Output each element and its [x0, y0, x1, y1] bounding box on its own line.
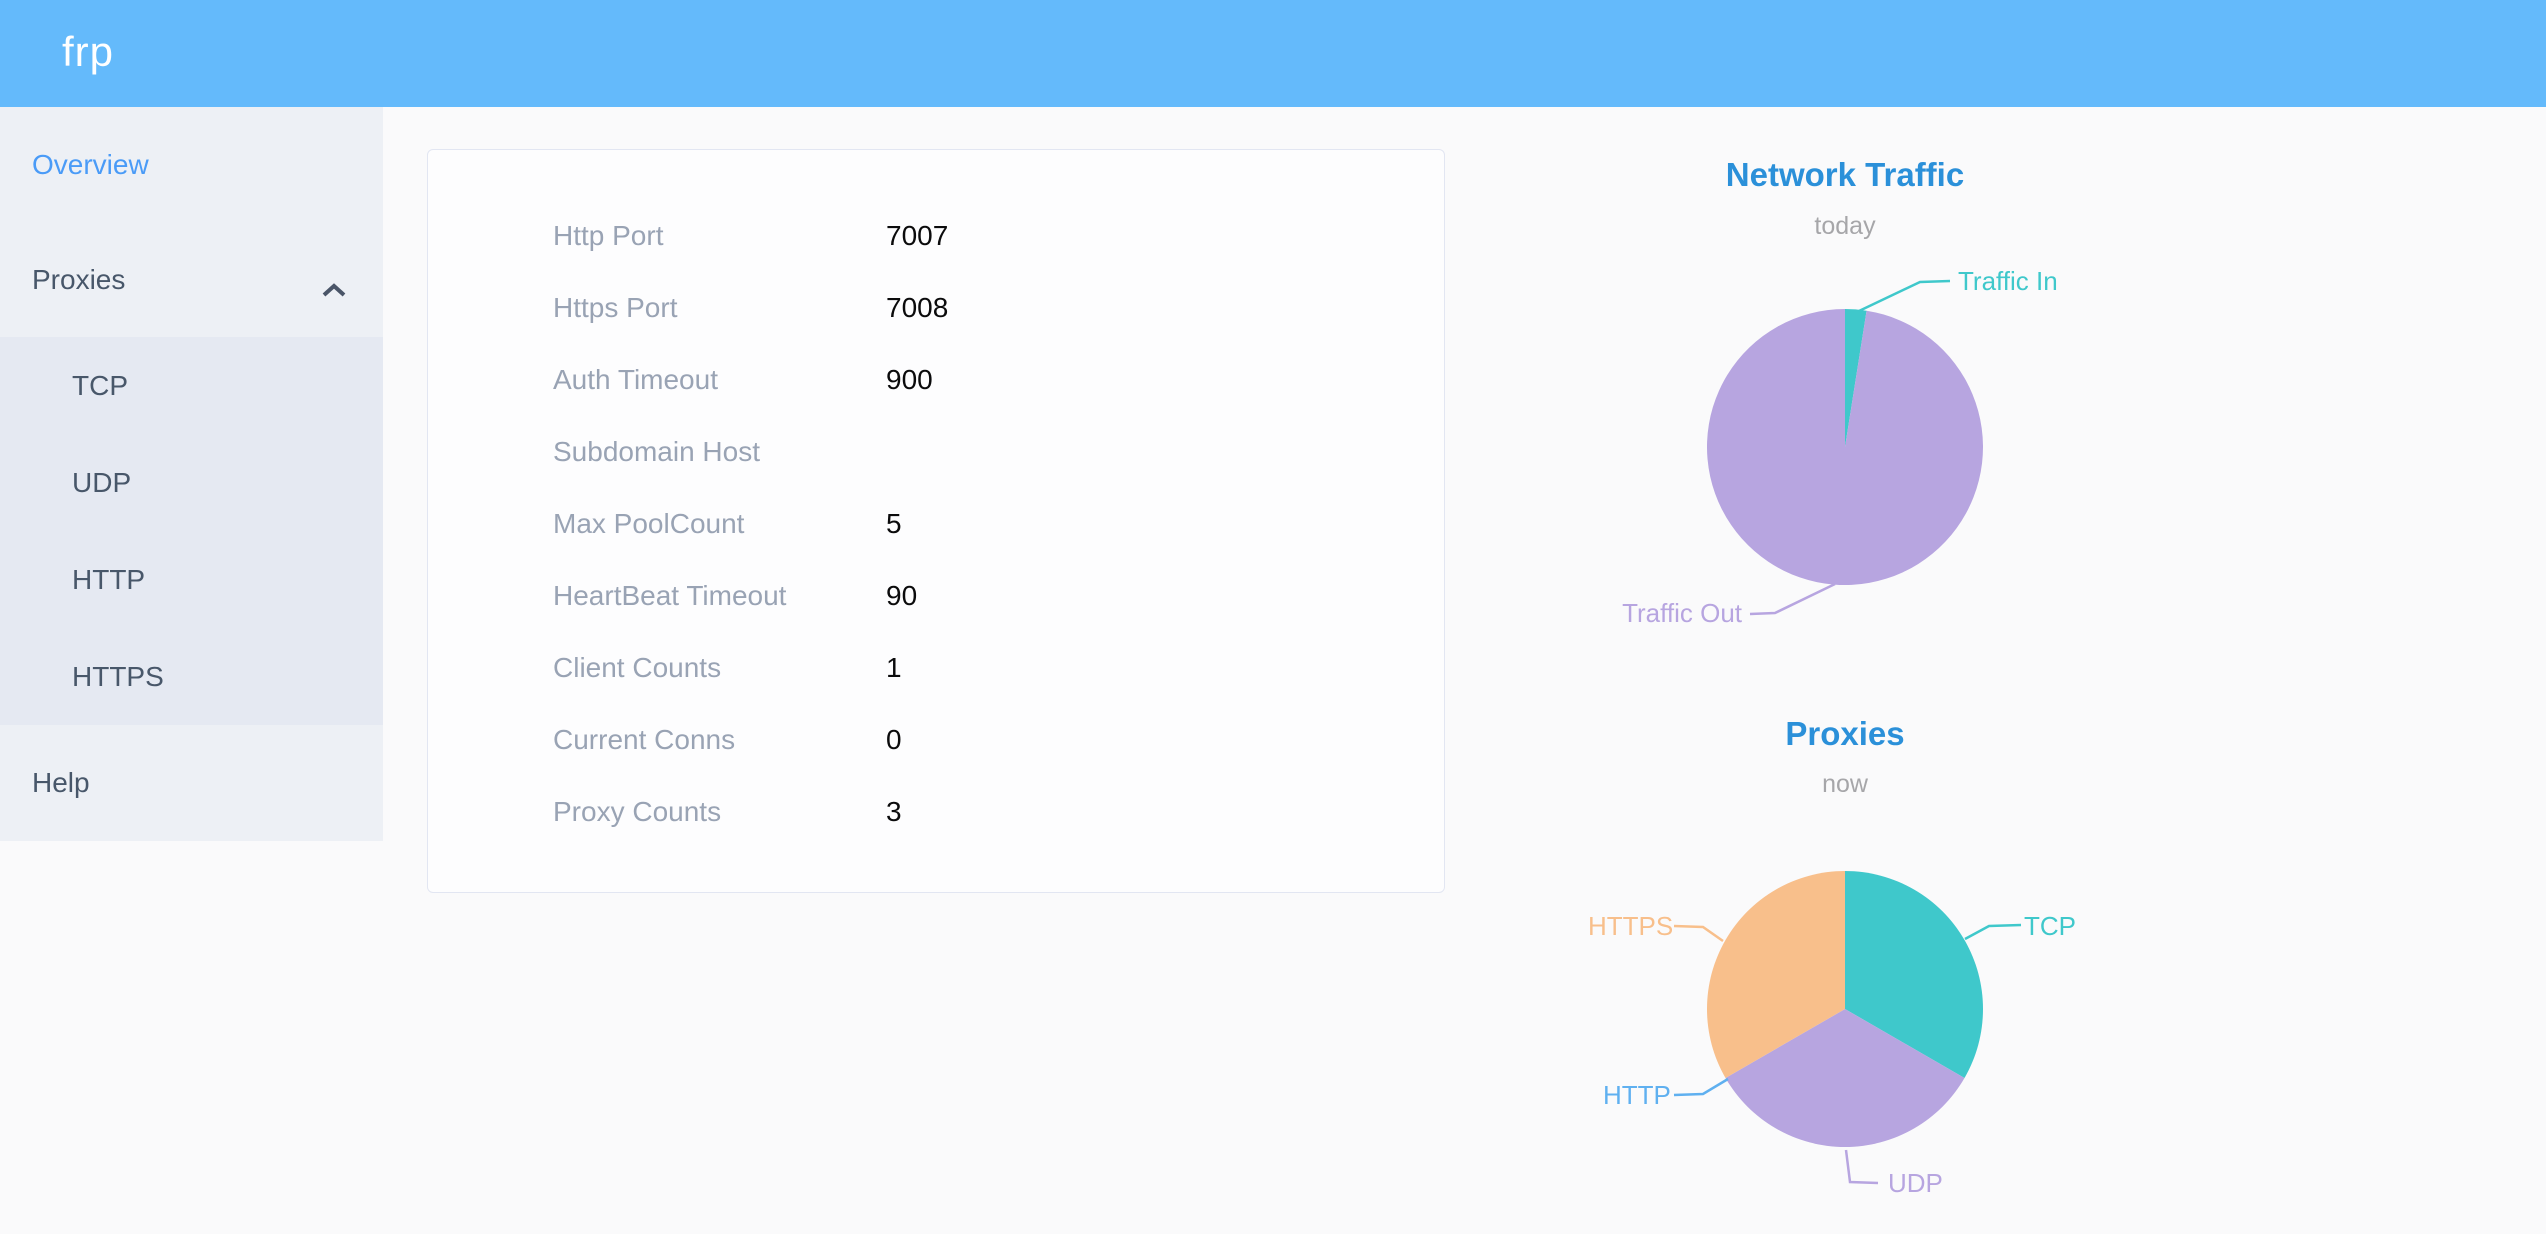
pie-slice-https	[1707, 871, 1845, 1078]
sidebar-item-proxies[interactable]: Proxies	[0, 222, 383, 337]
traffic-in-label-line	[1858, 279, 1951, 313]
info-label: Subdomain Host	[553, 436, 761, 467]
info-label: Https Port	[553, 292, 678, 323]
info-label: Client Counts	[553, 652, 722, 683]
pie-slice-tcp	[1845, 871, 1983, 1078]
pie-slice-traffic-out	[1707, 309, 1983, 585]
tcp-label: TCP	[2024, 911, 2076, 941]
info-row-subdomain-host: Subdomain Host	[428, 416, 1444, 488]
sidebar-item-overview-label: Overview	[32, 148, 149, 180]
sidebar-item-http-label: HTTP	[72, 563, 146, 595]
proxies-subtitle: now	[1822, 770, 1868, 798]
sidebar-item-http[interactable]: HTTP	[0, 531, 383, 628]
info-value: 7008	[886, 292, 949, 323]
network-traffic-title: Network Traffic	[1725, 156, 1965, 193]
info-value: 90	[886, 580, 918, 611]
info-row-current-conns: Current Conns 0	[428, 704, 1444, 776]
proxies-chart: Proxies now TCP HTTPS HTTP UDP	[1500, 700, 2190, 1234]
sidebar-item-help[interactable]: Help	[0, 725, 383, 841]
sidebar-item-tcp-label: TCP	[72, 369, 128, 401]
info-value: 900	[886, 364, 933, 395]
pie-slice-udp	[1725, 1009, 1965, 1147]
info-row-client-counts: Client Counts 1	[428, 632, 1444, 704]
traffic-in-label: Traffic In	[1958, 266, 2058, 296]
sidebar-item-overview[interactable]: Overview	[0, 107, 383, 222]
pie-slice-traffic-in	[1845, 309, 1867, 447]
proxies-title: Proxies	[1785, 715, 1905, 752]
network-traffic-chart: Network Traffic today Traffic In Traffic…	[1500, 150, 2190, 650]
sidebar-item-help-label: Help	[32, 767, 90, 798]
info-label: Max PoolCount	[553, 508, 745, 539]
sidebar: Overview Proxies TCP UDP HTTP HTTPS	[0, 107, 383, 841]
info-value: 5	[886, 508, 902, 539]
info-row-auth-timeout: Auth Timeout 900	[428, 344, 1444, 416]
server-info-card: Http Port 7007 Https Port 7008 Auth Time…	[427, 149, 1445, 893]
info-row-proxy-counts: Proxy Counts 3	[428, 776, 1444, 848]
network-traffic-subtitle: today	[1814, 212, 1876, 240]
https-label: HTTPS	[1588, 911, 1674, 941]
sidebar-item-tcp[interactable]: TCP	[0, 337, 383, 434]
chevron-up-icon[interactable]	[321, 273, 347, 305]
info-row-max-poolcount: Max PoolCount 5	[428, 488, 1444, 560]
proxies-pie	[1707, 871, 1983, 1147]
info-value: 0	[886, 724, 902, 755]
traffic-out-label-line	[1749, 582, 1836, 616]
sidebar-item-https[interactable]: HTTPS	[0, 628, 383, 725]
sidebar-item-udp[interactable]: UDP	[0, 434, 383, 531]
info-row-heartbeat-timeout: HeartBeat Timeout 90	[428, 560, 1444, 632]
info-value: 3	[886, 796, 902, 827]
info-row-http-port: Http Port 7007	[428, 200, 1444, 272]
sidebar-item-https-label: HTTPS	[72, 660, 164, 692]
network-traffic-pie	[1707, 309, 1983, 585]
http-label: HTTP	[1603, 1080, 1671, 1110]
info-label: Current Conns	[553, 724, 736, 755]
udp-label-line	[1844, 1149, 1879, 1185]
info-value: 7007	[886, 220, 949, 251]
info-label: HeartBeat Timeout	[553, 580, 787, 611]
header-bar: frp	[0, 0, 2546, 107]
sidebar-item-udp-label: UDP	[72, 466, 132, 498]
frp-logo: frp	[62, 28, 115, 75]
info-label: Proxy Counts	[553, 796, 722, 827]
info-value: 1	[886, 652, 902, 683]
sidebar-item-proxies-label: Proxies	[32, 263, 126, 295]
info-label: Http Port	[553, 220, 664, 251]
proxies-submenu: TCP UDP HTTP HTTPS	[0, 337, 383, 725]
info-row-https-port: Https Port 7008	[428, 272, 1444, 344]
info-label: Auth Timeout	[553, 364, 718, 395]
udp-label: UDP	[1888, 1168, 1943, 1198]
traffic-out-label: Traffic Out	[1622, 598, 1742, 628]
